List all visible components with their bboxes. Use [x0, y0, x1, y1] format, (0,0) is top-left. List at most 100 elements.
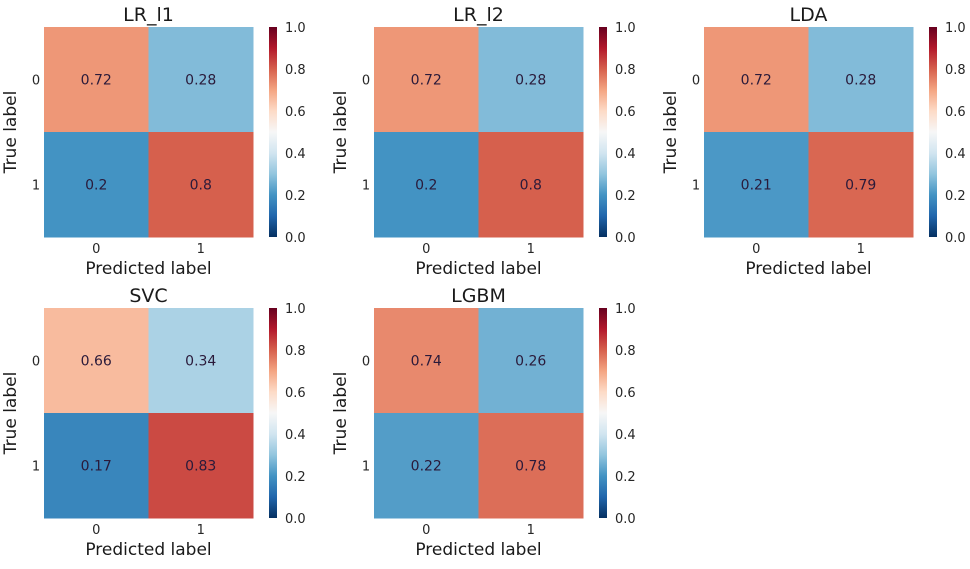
cell-value-label: 0.28 [185, 73, 216, 89]
colorbar-tick-label: 0.6 [615, 386, 636, 401]
cell-value-label: 0.2 [415, 178, 437, 194]
y-tick-label: 0 [362, 74, 370, 89]
y-tick-label: 1 [32, 179, 40, 194]
y-axis-label: True label [661, 91, 681, 175]
x-axis-label: Predicted label [415, 540, 541, 560]
colorbar-tick-label: 0.2 [615, 470, 636, 485]
x-axis-label: Predicted label [85, 259, 211, 279]
colorbar-tick-label: 0.2 [615, 189, 636, 204]
colorbar-tick-label: 0.4 [615, 147, 636, 162]
heatmap-cell [478, 132, 584, 238]
colorbar [599, 308, 607, 518]
x-tick-label: 1 [527, 242, 535, 257]
colorbar-tick-label: 0.6 [945, 105, 966, 120]
heatmap-cell [44, 413, 149, 519]
chart-title: LDA [790, 4, 828, 26]
colorbar-tick-label: 1.0 [615, 302, 636, 317]
y-axis-label: True label [331, 91, 351, 175]
heatmap-cell [808, 27, 914, 133]
heatmap-cell [478, 413, 584, 519]
colorbar-tick-label: 0.4 [285, 147, 306, 162]
y-tick-label: 1 [362, 460, 370, 475]
y-tick-label: 0 [32, 74, 40, 89]
heatmap-cell [374, 27, 479, 133]
heatmap-cell [44, 308, 149, 414]
colorbar-tick-label: 0.0 [945, 231, 966, 246]
cell-value-label: 0.79 [845, 178, 876, 194]
colorbar [269, 308, 277, 518]
cell-value-label: 0.28 [515, 73, 546, 89]
heatmap-panel: LDA 0.72 0.28 0.21 0.79 0 1 0 1 Predicted label Tr… [661, 4, 966, 279]
x-tick-label: 0 [752, 242, 760, 257]
colorbar-tick-label: 0.0 [615, 512, 636, 527]
x-axis-label: Predicted label [745, 259, 871, 279]
x-tick-label: 0 [422, 242, 430, 257]
chart-title: LR_l2 [453, 4, 504, 26]
heatmap-cell [478, 27, 584, 133]
y-tick-label: 0 [32, 355, 40, 370]
x-tick-label: 1 [197, 242, 205, 257]
chart-title: LR_l1 [123, 4, 174, 26]
y-axis-label: True label [331, 372, 351, 456]
cell-value-label: 0.21 [741, 178, 772, 194]
cell-value-label: 0.66 [81, 354, 112, 370]
heatmap-panel: LR_l1 0.72 0.28 0.2 0.8 0 1 0 1 Predicted label Tr… [1, 4, 306, 279]
heatmap-panel: LR_l2 0.72 0.28 0.2 0.8 0 1 0 1 Predicted label Tr… [331, 4, 636, 279]
colorbar-tick-label: 0.8 [285, 344, 306, 359]
colorbar-tick-label: 0.6 [615, 105, 636, 120]
heatmap-cell [374, 413, 479, 519]
cell-value-label: 0.22 [411, 459, 442, 475]
colorbar-tick-label: 0.4 [615, 428, 636, 443]
x-tick-label: 0 [92, 523, 100, 538]
cell-value-label: 0.8 [520, 178, 542, 194]
cell-value-label: 0.8 [190, 178, 212, 194]
colorbar-tick-label: 0.2 [285, 189, 306, 204]
cell-value-label: 0.28 [845, 73, 876, 89]
y-tick-label: 0 [692, 74, 700, 89]
colorbar-tick-label: 0.6 [285, 105, 306, 120]
heatmap-cell [44, 27, 149, 133]
colorbar [599, 27, 607, 237]
cell-value-label: 0.2 [85, 178, 107, 194]
heatmap-cell [44, 132, 149, 238]
colorbar-tick-label: 1.0 [285, 21, 306, 36]
colorbar [269, 27, 277, 237]
colorbar-tick-label: 0.0 [285, 231, 306, 246]
x-tick-label: 1 [527, 523, 535, 538]
chart-title: LGBM [451, 285, 506, 307]
x-tick-label: 0 [92, 242, 100, 257]
y-axis-label: True label [1, 91, 21, 175]
x-axis-label: Predicted label [415, 259, 541, 279]
heatmap-cell [704, 132, 809, 238]
cell-value-label: 0.34 [185, 354, 216, 370]
cell-value-label: 0.17 [81, 459, 112, 475]
heatmap-cell [148, 413, 254, 519]
heatmap-cell [478, 308, 584, 414]
colorbar-tick-label: 1.0 [615, 21, 636, 36]
colorbar-tick-label: 0.8 [615, 63, 636, 78]
x-tick-label: 0 [422, 523, 430, 538]
colorbar-tick-label: 0.4 [285, 428, 306, 443]
heatmap-cell [148, 132, 254, 238]
colorbar-tick-label: 0.4 [945, 147, 966, 162]
colorbar-tick-label: 0.2 [945, 189, 966, 204]
colorbar-tick-label: 0.8 [945, 63, 966, 78]
y-tick-label: 1 [32, 460, 40, 475]
colorbar-tick-label: 1.0 [285, 302, 306, 317]
heatmap-cell [374, 132, 479, 238]
heatmap-cell [808, 132, 914, 238]
cell-value-label: 0.74 [411, 354, 442, 370]
cell-value-label: 0.72 [411, 73, 442, 89]
colorbar-tick-label: 0.0 [615, 231, 636, 246]
x-axis-label: Predicted label [85, 540, 211, 560]
heatmap-cell [374, 308, 479, 414]
heatmap-cell [148, 27, 254, 133]
cell-value-label: 0.83 [185, 459, 216, 475]
cell-value-label: 0.26 [515, 354, 546, 370]
colorbar-tick-label: 0.6 [285, 386, 306, 401]
heatmap-panel: LGBM 0.74 0.26 0.22 0.78 0 1 0 1 Predicted label T… [331, 285, 636, 560]
y-axis-label: True label [1, 372, 21, 456]
y-tick-label: 1 [692, 179, 700, 194]
cell-value-label: 0.72 [741, 73, 772, 89]
